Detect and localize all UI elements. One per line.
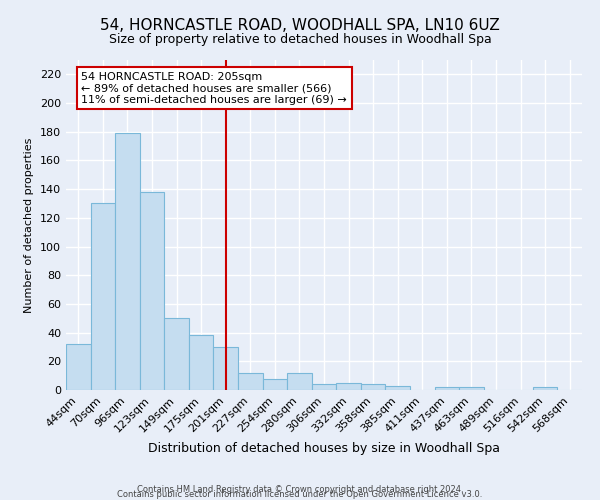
Text: Contains HM Land Registry data © Crown copyright and database right 2024.: Contains HM Land Registry data © Crown c…: [137, 484, 463, 494]
Bar: [459, 387, 484, 390]
Text: Size of property relative to detached houses in Woodhall Spa: Size of property relative to detached ho…: [109, 32, 491, 46]
Bar: [336, 383, 361, 390]
Bar: [66, 344, 91, 390]
Bar: [91, 204, 115, 390]
Bar: [263, 378, 287, 390]
Bar: [361, 384, 385, 390]
Bar: [533, 387, 557, 390]
Bar: [214, 347, 238, 390]
Bar: [434, 387, 459, 390]
Bar: [312, 384, 336, 390]
Bar: [287, 373, 312, 390]
Bar: [115, 133, 140, 390]
Text: Contains public sector information licensed under the Open Government Licence v3: Contains public sector information licen…: [118, 490, 482, 499]
Text: 54, HORNCASTLE ROAD, WOODHALL SPA, LN10 6UZ: 54, HORNCASTLE ROAD, WOODHALL SPA, LN10 …: [100, 18, 500, 32]
Text: 54 HORNCASTLE ROAD: 205sqm
← 89% of detached houses are smaller (566)
11% of sem: 54 HORNCASTLE ROAD: 205sqm ← 89% of deta…: [82, 72, 347, 105]
Bar: [140, 192, 164, 390]
Y-axis label: Number of detached properties: Number of detached properties: [25, 138, 34, 312]
Bar: [238, 373, 263, 390]
Bar: [164, 318, 189, 390]
Bar: [189, 336, 214, 390]
X-axis label: Distribution of detached houses by size in Woodhall Spa: Distribution of detached houses by size …: [148, 442, 500, 455]
Bar: [385, 386, 410, 390]
